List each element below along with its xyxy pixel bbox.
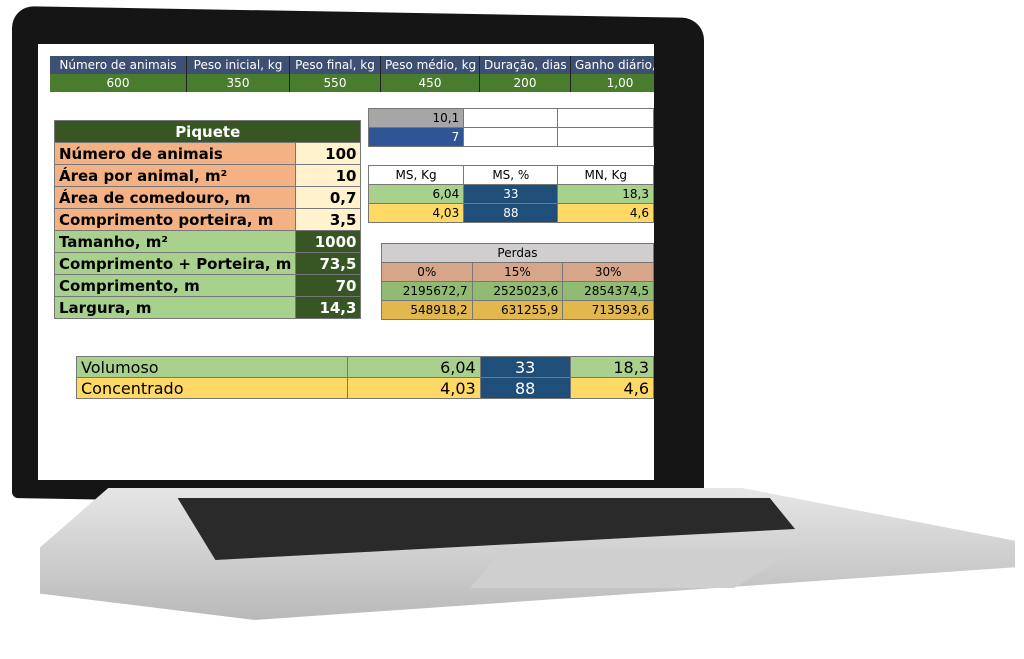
row-value[interactable]: 100 xyxy=(295,142,362,165)
cell[interactable]: 6,04 xyxy=(367,184,465,204)
row-value[interactable]: 0,7 xyxy=(295,186,362,209)
header-cell: Duração, dias xyxy=(480,56,571,74)
cell[interactable]: 631255,9 xyxy=(471,300,564,320)
cell[interactable]: 2525023,6 xyxy=(471,281,564,301)
value-cell[interactable]: 550 xyxy=(290,74,381,92)
row-value[interactable]: 3,5 xyxy=(295,208,362,231)
spreadsheet-screen: Número de animais Peso inicial, kg Peso fi… xyxy=(38,44,654,480)
cell[interactable]: 4,03 xyxy=(367,203,465,223)
perdas-title: Perdas xyxy=(381,243,654,263)
row-label: Comprimento porteira, m xyxy=(53,208,297,231)
cell[interactable]: 6,04 xyxy=(347,356,481,378)
header-cell: MS, % xyxy=(463,165,559,185)
piquete-table: Piquete Número de animais 100 Área por anim… xyxy=(53,120,362,319)
cell[interactable]: 713593,6 xyxy=(562,300,654,320)
row-label: Comprimento + Porteira, m xyxy=(53,252,297,275)
cell[interactable]: 33 xyxy=(463,184,559,204)
cell[interactable]: 10,1 xyxy=(367,108,465,128)
row-value[interactable]: 10 xyxy=(295,164,362,187)
value-cell[interactable]: 350 xyxy=(187,74,290,92)
header-cell: 15% xyxy=(471,262,564,282)
header-cell: Peso final, kg xyxy=(290,56,381,74)
row-label: Tamanho, m² xyxy=(53,230,297,253)
cell[interactable]: 4,6 xyxy=(557,203,654,223)
header-cell: MS, Kg xyxy=(367,165,465,185)
header-cell: Peso médio, kg xyxy=(381,56,480,74)
laptop-trackpad xyxy=(470,548,800,588)
row-label: Volumoso xyxy=(75,356,349,378)
value-cell[interactable]: 1,00 xyxy=(571,74,654,92)
cell[interactable]: 33 xyxy=(479,356,571,378)
cell[interactable]: 88 xyxy=(463,203,559,223)
cell[interactable]: 18,3 xyxy=(557,184,654,204)
row-label: Concentrado xyxy=(75,377,349,399)
cell[interactable]: 2195672,7 xyxy=(381,281,473,301)
value-cell[interactable]: 200 xyxy=(480,74,571,92)
value-cell[interactable]: 450 xyxy=(381,74,480,92)
table-row: Comprimento porteira, m 3,5 xyxy=(53,208,362,231)
table-row: Área de comedouro, m 0,7 xyxy=(53,186,362,209)
row-value[interactable]: 1000 xyxy=(295,230,362,253)
summary-table: Volumoso 6,04 33 18,3 Concentrado 4,03 88 4,6 xyxy=(75,356,654,399)
cell[interactable]: 18,3 xyxy=(569,356,654,378)
header-cell: Peso inicial, kg xyxy=(187,56,290,74)
row-value[interactable]: 14,3 xyxy=(295,296,362,319)
row-label: Área de comedouro, m xyxy=(53,186,297,209)
row-label: Número de animais xyxy=(53,142,297,165)
row-label: Área por animal, m² xyxy=(53,164,297,187)
header-cell: 0% xyxy=(381,262,473,282)
cell[interactable]: 548918,2 xyxy=(381,300,473,320)
table-row: Comprimento, m 70 xyxy=(53,274,362,297)
ms-table: 10,1 7 MS, Kg MS, % MN, Kg 6,04 33 18,3 4,03… xyxy=(367,108,654,223)
row-label: Largura, m xyxy=(53,296,297,319)
summary-header: Número de animais Peso inicial, kg Peso fi… xyxy=(50,56,654,92)
table-row: Tamanho, m² 1000 xyxy=(53,230,362,253)
row-value[interactable]: 70 xyxy=(295,274,362,297)
table-row: Número de animais 100 xyxy=(53,142,362,165)
table-row: Área por animal, m² 10 xyxy=(53,164,362,187)
header-cell: Ganho diário, kg xyxy=(571,56,654,74)
piquete-title: Piquete xyxy=(53,120,362,143)
cell[interactable]: 4,6 xyxy=(569,377,654,399)
perdas-table: Perdas 0% 15% 30% 2195672,7 2525023,6 285437… xyxy=(381,243,654,320)
cell[interactable]: 2854374,5 xyxy=(562,281,654,301)
table-row: Comprimento + Porteira, m 73,5 xyxy=(53,252,362,275)
header-cell: Número de animais xyxy=(50,56,187,74)
value-cell[interactable]: 600 xyxy=(50,74,187,92)
row-label: Comprimento, m xyxy=(53,274,297,297)
cell[interactable]: 7 xyxy=(367,127,465,147)
header-cell: MN, Kg xyxy=(557,165,654,185)
header-cell: 30% xyxy=(562,262,654,282)
table-row: Largura, m 14,3 xyxy=(53,296,362,319)
row-value[interactable]: 73,5 xyxy=(295,252,362,275)
cell[interactable]: 88 xyxy=(479,377,571,399)
cell[interactable]: 4,03 xyxy=(347,377,481,399)
